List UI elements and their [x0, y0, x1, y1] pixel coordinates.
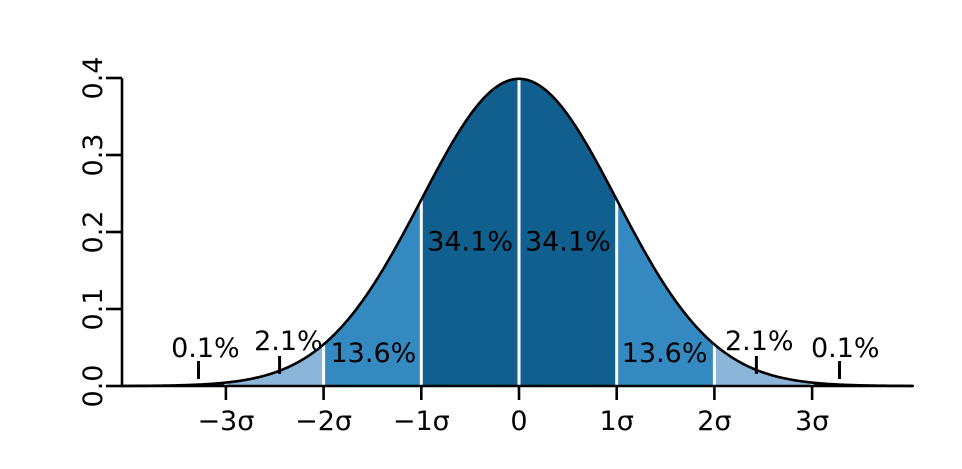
x-tick-label: 0 [510, 406, 527, 437]
y-tick-label: 0.4 [78, 57, 109, 100]
percent-label: 34.1% [427, 227, 513, 258]
x-tick-label: −2σ [295, 406, 352, 437]
x-tick-label: −1σ [393, 406, 450, 437]
percent-label: 13.6% [331, 338, 417, 369]
percent-label: 13.6% [622, 338, 708, 369]
percent-label: 0.1% [171, 333, 240, 364]
percent-label: 34.1% [525, 227, 611, 258]
y-tick-label: 0.1 [78, 288, 109, 331]
band-2.1% [714, 344, 813, 386]
y-tick-label: 0.2 [78, 211, 109, 254]
percent-label: 2.1% [725, 326, 794, 357]
x-tick-label: 3σ [795, 406, 829, 437]
band-2.1% [225, 344, 324, 386]
y-tick-label: 0.0 [78, 365, 109, 408]
x-tick-label: 1σ [600, 406, 634, 437]
y-tick-label: 0.3 [78, 134, 109, 177]
percent-label: 0.1% [811, 333, 880, 364]
percent-label: 2.1% [254, 326, 323, 357]
x-tick-label: −3σ [197, 406, 254, 437]
x-tick-label: 2σ [697, 406, 731, 437]
normal-curve [121, 77, 915, 388]
